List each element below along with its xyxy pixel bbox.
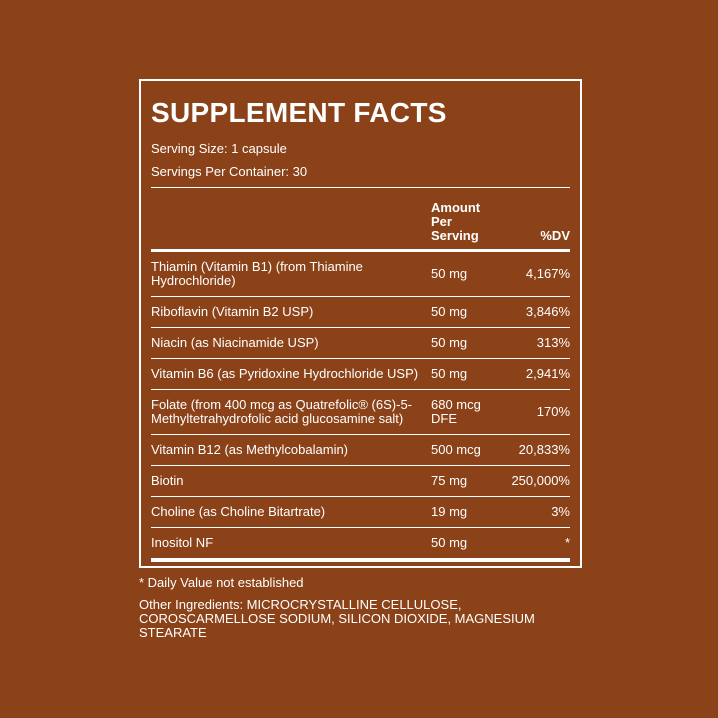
table-row: Vitamin B12 (as Methylcobalamin) 500 mcg 2…: [151, 435, 570, 466]
amount: 50 mg: [431, 335, 468, 350]
header-cell: Amount Per Serving: [431, 200, 481, 243]
header-cell: %DV: [540, 228, 570, 243]
daily-value: 250,000%: [511, 473, 570, 488]
divider: [151, 187, 570, 188]
table-row: Folate (from 400 mcg as Quatrefolic® (6S…: [151, 390, 570, 435]
daily-value: 313%: [536, 335, 570, 350]
daily-value: *: [564, 535, 570, 550]
table-row: Choline (as Choline Bitartrate) 19 mg 3%: [151, 497, 570, 528]
nutrient-name: Niacin (as Niacinamide USP): [151, 335, 319, 350]
table-row: Biotin 75 mg 250,000%: [151, 466, 570, 497]
nutrient-name: Biotin: [151, 473, 184, 488]
daily-value: 3%: [551, 504, 570, 519]
table-row: Riboflavin (Vitamin B2 USP) 50 mg 3,846%: [151, 297, 570, 328]
nutrient-name: Riboflavin (Vitamin B2 USP): [151, 304, 314, 319]
amount: 500 mcg: [431, 442, 481, 457]
header-row: Amount Per Serving %DV: [151, 188, 570, 251]
table-row: Thiamin (Vitamin B1) (from Thiamine Hydr…: [151, 251, 570, 297]
nutrient-name: Choline (as Choline Bitartrate): [151, 504, 326, 519]
daily-value: 170%: [536, 404, 570, 419]
nutrient-name: Vitamin B12 (as Methylcobalamin): [151, 442, 349, 457]
amount: 50 mg: [431, 304, 468, 319]
daily-value: 4,167%: [525, 266, 570, 281]
amount: 75 mg: [431, 473, 468, 488]
nutrient-name: Thiamin (Vitamin B1) (from Thiamine Hydr…: [151, 259, 363, 288]
footnote: * Daily Value not established: [139, 575, 304, 590]
facts-table: Amount Per Serving %DV Thiamin (Vitamin …: [151, 188, 570, 562]
daily-value: 3,846%: [525, 304, 570, 319]
daily-value: 2,941%: [525, 366, 570, 381]
amount: 50 mg: [431, 266, 468, 281]
nutrient-name: Vitamin B6 (as Pyridoxine Hydrochloride …: [151, 366, 419, 381]
nutrient-name: Inositol NF: [151, 535, 214, 550]
table-row: Niacin (as Niacinamide USP) 50 mg 313%: [151, 328, 570, 359]
amount: 50 mg: [431, 366, 468, 381]
header-cell: [151, 188, 431, 251]
table-row: Inositol NF 50 mg *: [151, 528, 570, 560]
title: SUPPLEMENT FACTS: [151, 97, 447, 128]
daily-value: 20,833%: [518, 442, 570, 457]
serving-size: Serving Size: 1 capsule: [151, 141, 287, 156]
amount: 50 mg: [431, 535, 468, 550]
amount: 680 mcg DFE: [431, 397, 481, 426]
amount: 19 mg: [431, 504, 468, 519]
other-ingredients: Other Ingredients: MICROCRYSTALLINE CELL…: [139, 597, 535, 640]
facts-panel: SUPPLEMENT FACTS Serving Size: 1 capsule…: [139, 79, 582, 568]
servings-per-container: Servings Per Container: 30: [151, 164, 308, 179]
nutrient-name: Folate (from 400 mcg as Quatrefolic® (6S…: [151, 397, 412, 426]
table-row: Vitamin B6 (as Pyridoxine Hydrochloride …: [151, 359, 570, 390]
